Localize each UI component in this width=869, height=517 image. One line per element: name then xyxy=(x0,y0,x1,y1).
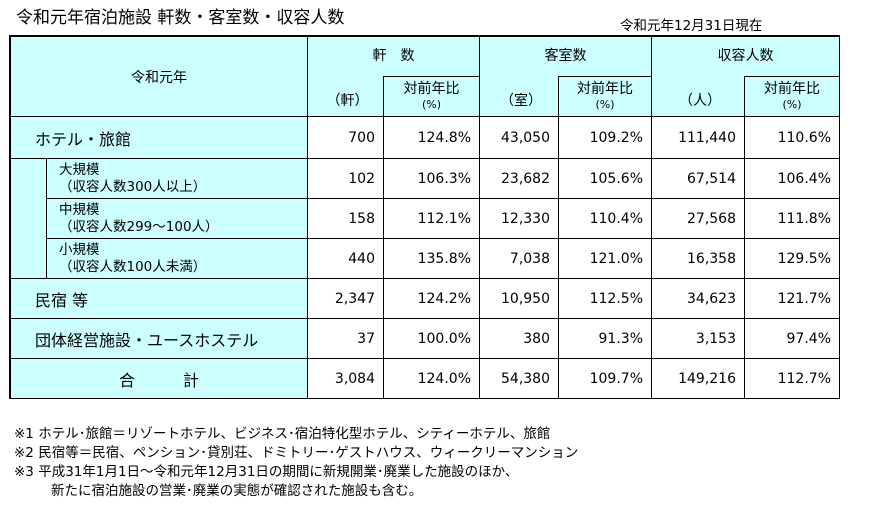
ratio-label: 対前年比 xyxy=(764,80,820,97)
table-cell: 100.0% xyxy=(383,318,480,359)
footnote-3: ※3 平成31年1月1日～令和元年12月31日の期間に新規開業･廃業した施設のほ… xyxy=(14,464,519,480)
row-label-6: 合 計 xyxy=(10,358,308,399)
table-cell: 124.2% xyxy=(383,278,480,319)
table-cell: 124.8% xyxy=(383,116,480,159)
table-cell: 91.3% xyxy=(558,318,652,359)
header-corner: 令和元年 xyxy=(10,36,308,117)
table-cell: 27,568 xyxy=(651,198,745,239)
footnotes: ※1 ホテル･旅館＝リゾートホテル、ビジネス･宿泊特化型ホテル、シティーホテル、… xyxy=(14,425,578,501)
table-cell: 111.8% xyxy=(744,198,840,239)
table-cell: 440 xyxy=(307,238,384,279)
table-cell: 106.3% xyxy=(383,158,480,199)
header-ratio: 対前年比 (%) xyxy=(383,76,480,117)
row-label-2: 中規模 （収容人数299～100人） xyxy=(46,198,308,239)
row-sublabel: （収容人数299～100人） xyxy=(59,218,219,235)
row-sublabel: （収容人数300人以上） xyxy=(59,178,207,195)
table-cell: 124.0% xyxy=(383,358,480,399)
table-cell: 112.7% xyxy=(744,358,840,399)
header-unit: （人） xyxy=(653,76,747,114)
ratio-unit: (%) xyxy=(421,97,442,111)
hotel-subgroup-indent xyxy=(10,158,47,279)
header-ratio: 対前年比 (%) xyxy=(558,76,652,117)
table-cell: 23,682 xyxy=(479,158,559,199)
table-cell: 110.4% xyxy=(558,198,652,239)
table-cell: 111,440 xyxy=(651,116,745,159)
header-group-label: 軒 数 xyxy=(372,48,415,64)
as-of-date: 令和元年12月31日現在 xyxy=(620,18,763,34)
table-cell: 97.4% xyxy=(744,318,840,359)
table-cell: 102 xyxy=(307,158,384,199)
header-ratio: 対前年比 (%) xyxy=(744,76,840,117)
table-cell: 105.6% xyxy=(558,158,652,199)
row-label-4: 民宿 等 xyxy=(10,278,308,319)
header-group-label: 収容人数 xyxy=(717,48,774,64)
row-label: 小規模 xyxy=(59,241,100,258)
table-cell: 10,950 xyxy=(479,278,559,319)
table-cell: 3,153 xyxy=(651,318,745,359)
page-title: 令和元年宿泊施設 軒数・客室数・収容人数 xyxy=(16,8,345,28)
table-cell: 135.8% xyxy=(383,238,480,279)
table-cell: 380 xyxy=(479,318,559,359)
table-cell: 67,514 xyxy=(651,158,745,199)
table-cell: 121.7% xyxy=(744,278,840,319)
row-label-5: 団体経営施設・ユースホステル xyxy=(10,318,308,359)
ratio-unit: (%) xyxy=(595,97,615,111)
table-cell: 34,623 xyxy=(651,278,745,319)
row-label-1: 大規模 （収容人数300人以上） xyxy=(46,158,308,199)
table-cell: 16,358 xyxy=(651,238,745,279)
table-cell: 158 xyxy=(307,198,384,239)
footnote-3-cont: 新たに宿泊施設の営業･廃業の実態が確認された施設も含む。 xyxy=(51,483,423,499)
header-unit: （軒） xyxy=(309,76,386,114)
ratio-label: 対前年比 xyxy=(403,80,460,97)
table-cell: 109.7% xyxy=(558,358,652,399)
table-cell: 2,347 xyxy=(307,278,384,319)
table-cell: 149,216 xyxy=(651,358,745,399)
table-cell: 110.6% xyxy=(744,116,840,159)
row-label: 大規模 xyxy=(59,161,100,178)
row-sublabel: （収容人数100人未満） xyxy=(59,258,207,275)
ratio-unit: (%) xyxy=(782,97,802,111)
row-label-3: 小規模 （収容人数100人未満） xyxy=(46,238,308,279)
row-label: 中規模 xyxy=(59,201,100,218)
table-cell: 43,050 xyxy=(479,116,559,159)
ratio-label: 対前年比 xyxy=(577,80,633,97)
table-cell: 54,380 xyxy=(479,358,559,399)
table-cell: 112.5% xyxy=(558,278,652,319)
table-cell: 3,084 xyxy=(307,358,384,399)
table-cell: 109.2% xyxy=(558,116,652,159)
footnote-1: ※1 ホテル･旅館＝リゾートホテル、ビジネス･宿泊特化型ホテル、シティーホテル、… xyxy=(14,426,551,442)
table-cell: 106.4% xyxy=(744,158,840,199)
table-cell: 121.0% xyxy=(558,238,652,279)
facilities-table: 令和元年軒 数（軒） 対前年比 (%) 客室数 （室） 対前年比 (%) 収容人数 （人） 対前年… xyxy=(9,35,840,399)
table-cell: 129.5% xyxy=(744,238,840,279)
footnote-2: ※2 民宿等＝民宿、ペンション･貸別荘、ドミトリー･ゲストハウス、ウィークリーマ… xyxy=(14,445,579,461)
table-cell: 7,038 xyxy=(479,238,559,279)
table-cell: 112.1% xyxy=(383,198,480,239)
table-cell: 37 xyxy=(307,318,384,359)
header-unit: （室） xyxy=(481,76,561,114)
header-group-label: 客室数 xyxy=(544,48,587,64)
table-cell: 12,330 xyxy=(479,198,559,239)
row-label-0: ホテル・旅館 xyxy=(10,116,308,159)
table-cell: 700 xyxy=(307,116,384,159)
